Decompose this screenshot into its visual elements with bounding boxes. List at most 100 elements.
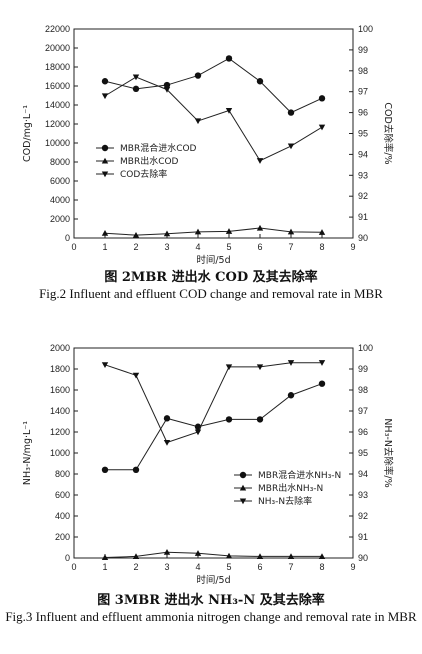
y2-tick-label: 95 xyxy=(358,448,368,458)
data-point xyxy=(287,392,295,399)
data-point xyxy=(225,55,233,62)
y2-tick-label: 98 xyxy=(358,66,368,76)
series-line xyxy=(104,227,323,236)
legend-marker xyxy=(101,144,109,152)
data-point xyxy=(318,360,326,366)
x-tick-label: 5 xyxy=(226,562,231,572)
series-line xyxy=(104,551,322,558)
data-point xyxy=(132,553,140,559)
y-tick-label: 16000 xyxy=(45,81,70,91)
y-tick-label: 14000 xyxy=(45,100,70,110)
y-tick-label: 0 xyxy=(65,233,70,243)
data-point xyxy=(287,360,295,366)
y2-axis-label: COD去除率/% xyxy=(382,102,394,164)
x-axis-label: 时间/5d xyxy=(196,254,230,266)
data-point xyxy=(318,229,326,235)
y-tick-label: 800 xyxy=(55,469,70,479)
series-2 xyxy=(101,74,326,164)
y2-tick-label: 97 xyxy=(358,87,368,97)
chart-cod: 0 1 2 3 4 5 6 7 8 9020004000600080001000012000140… xyxy=(22,24,394,266)
series-2 xyxy=(101,360,326,446)
data-point xyxy=(194,228,202,235)
y2-tick-label: 91 xyxy=(358,212,368,222)
x-tick-label: 3 xyxy=(164,562,169,572)
data-point xyxy=(256,553,264,559)
data-point xyxy=(163,415,171,422)
data-point xyxy=(101,78,109,85)
y-tick-label: 12000 xyxy=(45,119,70,129)
y-tick-label: 1400 xyxy=(50,406,70,416)
series-line xyxy=(104,57,323,114)
data-point xyxy=(225,107,233,114)
y2-tick-label: 93 xyxy=(358,490,368,500)
data-point xyxy=(132,466,140,473)
y-tick-label: 8000 xyxy=(50,157,70,167)
x-tick-label: 1 xyxy=(102,562,107,572)
data-point xyxy=(256,78,264,85)
y-tick-label: 1000 xyxy=(50,448,70,458)
y2-tick-label: 94 xyxy=(358,149,368,159)
data-point xyxy=(101,93,109,100)
y2-tick-label: 96 xyxy=(358,108,368,118)
data-point xyxy=(256,224,264,231)
y-tick-label: 10000 xyxy=(45,138,70,148)
y-axis-label: NH₃-N/mg·L⁻¹ xyxy=(22,421,33,485)
y2-tick-label: 100 xyxy=(358,343,373,353)
figure-caption-en: Fig.3 Influent and effluent ammonia nitr… xyxy=(5,609,417,624)
legend-label: MBR混合进水NH₃-N xyxy=(258,469,341,481)
data-point xyxy=(163,230,171,237)
x-tick-label: 2 xyxy=(133,242,138,252)
y-tick-label: 22000 xyxy=(45,24,70,34)
y2-tick-label: 99 xyxy=(358,364,368,374)
y-tick-label: 1600 xyxy=(50,385,70,395)
data-point xyxy=(163,439,171,446)
x-tick-label: 2 xyxy=(133,562,138,572)
y2-tick-label: 92 xyxy=(358,191,368,201)
legend-label: NH₃-N去除率 xyxy=(258,495,312,507)
legend-label: MBR出水NH₃-N xyxy=(258,482,323,494)
y2-tick-label: 96 xyxy=(358,427,368,437)
x-tick-label: 4 xyxy=(195,562,200,572)
x-tick-label: 9 xyxy=(350,242,355,252)
x-tick-label: 8 xyxy=(319,242,324,252)
legend-marker xyxy=(239,484,247,491)
y2-axis-label: NH₃-N去除率/% xyxy=(382,418,394,487)
x-tick-label: 8 xyxy=(319,562,324,572)
y2-tick-label: 100 xyxy=(358,24,373,34)
data-point xyxy=(225,364,233,371)
x-axis-label: 时间/5d xyxy=(196,574,230,586)
figure-caption-cn: 图 2MBR 进出水 COD 及其去除率 xyxy=(104,270,318,285)
data-point xyxy=(194,118,202,125)
data-point xyxy=(256,416,264,423)
y-tick-label: 1800 xyxy=(50,364,70,374)
series-line xyxy=(105,383,323,471)
y-tick-label: 0 xyxy=(65,553,70,563)
data-point xyxy=(287,228,295,235)
y2-tick-label: 95 xyxy=(358,129,368,139)
figure-3: 0 1 2 3 4 5 6 7 8 9 0 200 400 600 800 1000 1200 1400 1600 1… xyxy=(0,335,422,654)
data-point xyxy=(287,143,295,150)
y-tick-label: 2000 xyxy=(50,343,70,353)
y-tick-label: 4000 xyxy=(50,195,70,205)
figure-caption-cn: 图 3MBR 进出水 NH₃-N 及其去除率 xyxy=(97,593,325,608)
y-tick-label: 400 xyxy=(55,511,70,521)
y-tick-label: 6000 xyxy=(50,176,70,186)
y2-tick-label: 90 xyxy=(358,553,368,563)
series-1 xyxy=(101,224,326,238)
x-tick-label: 0 xyxy=(71,242,76,252)
y2-tick-label: 91 xyxy=(358,532,368,542)
series-line xyxy=(104,76,323,162)
x-tick-label: 3 xyxy=(164,242,169,252)
data-point xyxy=(318,95,326,102)
data-point xyxy=(163,87,171,93)
legend-marker xyxy=(239,471,247,479)
x-tick-label: 6 xyxy=(257,562,262,572)
legend-label: COD去除率 xyxy=(120,168,167,180)
data-point xyxy=(163,81,171,89)
data-point xyxy=(101,230,109,236)
x-tick-label: 7 xyxy=(288,242,293,252)
legend-marker xyxy=(239,498,247,505)
data-point xyxy=(101,362,109,368)
y2-tick-label: 98 xyxy=(358,385,368,395)
